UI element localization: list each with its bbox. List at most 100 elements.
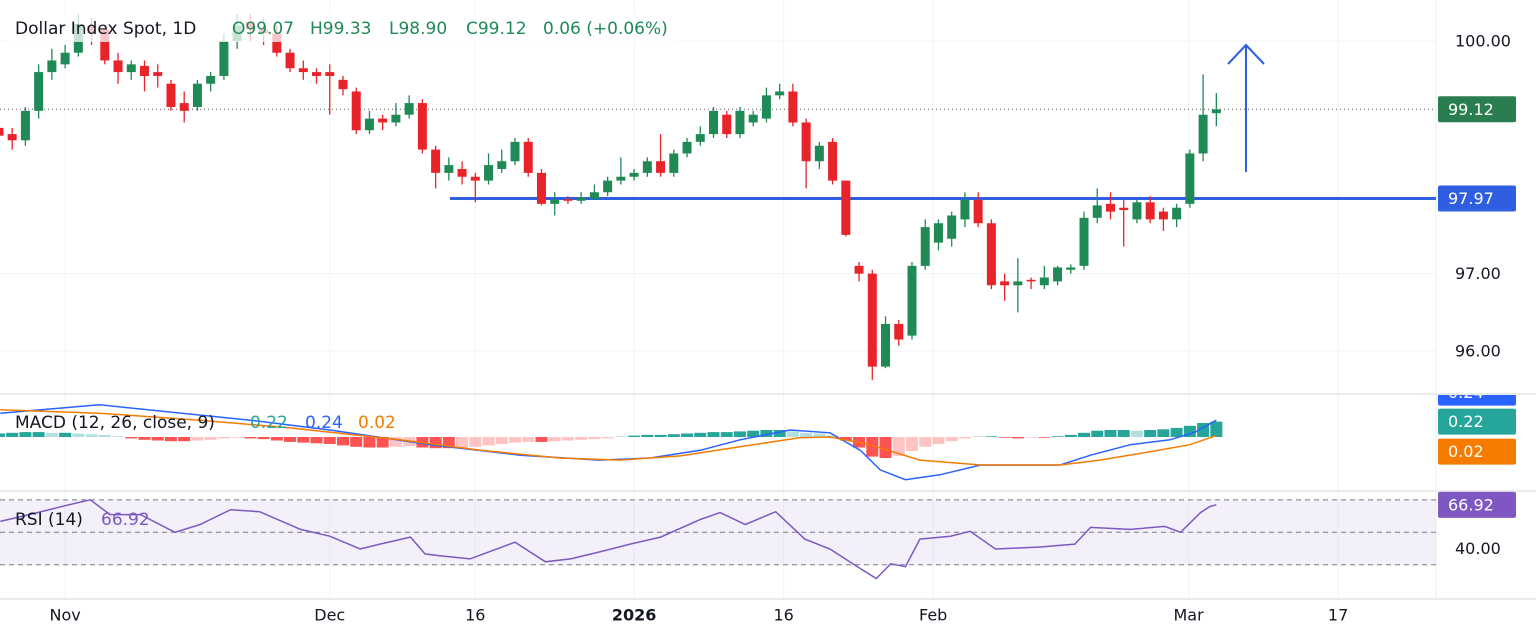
candle-body <box>1066 267 1076 270</box>
macd-histogram-bar <box>257 437 270 440</box>
macd-histogram-bar <box>191 437 204 441</box>
macd-histogram-bar <box>85 434 98 438</box>
candle-body <box>682 141 692 154</box>
macd-histogram-bar <box>905 437 918 452</box>
candle-body <box>1119 207 1129 211</box>
macd-axis-label: 0.02 <box>1448 442 1484 461</box>
macd-histogram-bar <box>350 437 363 447</box>
macd-histogram-bar <box>972 436 985 438</box>
candle-body <box>642 161 652 173</box>
macd-histogram-bar <box>998 437 1011 438</box>
ohlc-legend: H99.33 <box>310 19 371 39</box>
macd-histogram-bar <box>1104 430 1117 438</box>
candle-body <box>788 91 798 123</box>
x-tick-label: 16 <box>773 606 793 625</box>
macd-histogram-bar <box>588 437 601 440</box>
candle-body <box>801 122 811 162</box>
macd-histogram-bar <box>786 431 799 438</box>
labels: Nov Dec 16 2026 16 Feb Mar 17 100.00 97.00 96.00 97… <box>8 14 1516 625</box>
macd-histogram-bar <box>733 431 746 438</box>
macd-histogram-bar <box>456 437 469 448</box>
macd-histogram-bar <box>231 437 244 438</box>
macd-histogram-bar <box>826 435 839 438</box>
macd-histogram-bar <box>1038 437 1051 438</box>
candle-body <box>1211 109 1221 114</box>
macd-legend-value: 0.02 <box>358 413 396 433</box>
macd-histogram-bar <box>945 437 958 442</box>
macd-histogram-bar <box>1078 432 1091 438</box>
macd-histogram-bar <box>628 435 641 438</box>
macd-histogram-bar <box>323 437 336 445</box>
candle-body <box>523 141 533 173</box>
macd-histogram-bar <box>495 437 508 445</box>
macd-histogram-bar <box>217 437 230 439</box>
macd-histogram-bar <box>522 437 535 442</box>
macd-histogram-bar <box>297 437 310 443</box>
candle-body <box>894 324 904 340</box>
candle-body <box>947 215 957 239</box>
candle-body <box>351 91 361 131</box>
candle-body <box>986 223 996 286</box>
macd-histogram-bar <box>707 432 720 438</box>
rsi-axis-label: 66.92 <box>1448 495 1494 514</box>
candle-body <box>695 134 705 142</box>
macd-histogram-bar <box>125 437 138 439</box>
candle-body <box>841 180 851 235</box>
macd-histogram-bar <box>98 434 111 438</box>
macd-histogram-bar <box>270 437 283 441</box>
macd-histogram-bar <box>204 437 217 440</box>
trend-arrow <box>1227 43 1265 172</box>
chart-title: Dollar Index Spot, 1D <box>15 19 196 39</box>
macd-histogram-bar <box>866 437 879 457</box>
macd-histogram-bar <box>389 437 402 447</box>
candle-body <box>431 149 441 173</box>
candle-body <box>285 52 295 69</box>
macd-line <box>0 408 1217 466</box>
candle-body <box>378 118 388 123</box>
macd-axis-label: 0.22 <box>1448 412 1484 431</box>
candle-body <box>828 141 838 181</box>
candle-body <box>907 265 917 336</box>
candle-body <box>391 114 401 123</box>
macd-histogram-bar <box>164 437 177 442</box>
rsi-title: RSI (14) <box>15 510 83 530</box>
candle-body <box>192 83 202 107</box>
candle-body <box>470 176 480 181</box>
candle-body <box>417 103 427 150</box>
x-tick-label: Dec <box>314 606 345 625</box>
macd-histogram-bar <box>59 432 72 438</box>
candle-body <box>510 141 520 162</box>
ohlc-legend: O99.07 <box>232 19 294 39</box>
macd-histogram-bar <box>879 437 892 459</box>
candle-body <box>1132 202 1142 220</box>
macd-axis-label-box <box>1438 395 1516 406</box>
macd-histogram-bar <box>32 432 45 438</box>
macd-histogram-bar <box>720 432 733 438</box>
candle-body <box>113 60 123 73</box>
macd-histogram-bar <box>482 437 495 446</box>
macd-legend-value: 0.24 <box>305 413 343 433</box>
candle-body <box>669 153 679 173</box>
macd-histogram-bar <box>469 437 482 447</box>
x-tick-label: 17 <box>1328 606 1348 625</box>
macd-axis-labels: 0.24 0.22 0.02 <box>1438 383 1516 465</box>
candle-body <box>20 110 30 141</box>
candle-body <box>47 60 57 73</box>
candle-body <box>219 41 229 76</box>
candle-body <box>761 95 771 119</box>
macd-histogram-bar <box>509 437 522 443</box>
header-bg <box>8 14 676 42</box>
macd-title: MACD (12, 26, close, 9) <box>15 413 215 433</box>
candle-body <box>629 172 639 177</box>
x-tick-label: Nov <box>49 606 80 625</box>
x-tick-label: 2026 <box>612 606 657 625</box>
candle-body <box>100 29 110 61</box>
macd-histogram-bar <box>1051 436 1064 438</box>
candle-body <box>536 172 546 204</box>
candle-body <box>775 91 785 96</box>
ohlc-legend: C99.12 <box>466 19 527 39</box>
x-tick-label: 16 <box>465 606 485 625</box>
macd-histogram-bar <box>958 437 971 439</box>
candle-body <box>867 273 877 367</box>
macd-axis-label: 0.24 <box>1448 383 1484 402</box>
